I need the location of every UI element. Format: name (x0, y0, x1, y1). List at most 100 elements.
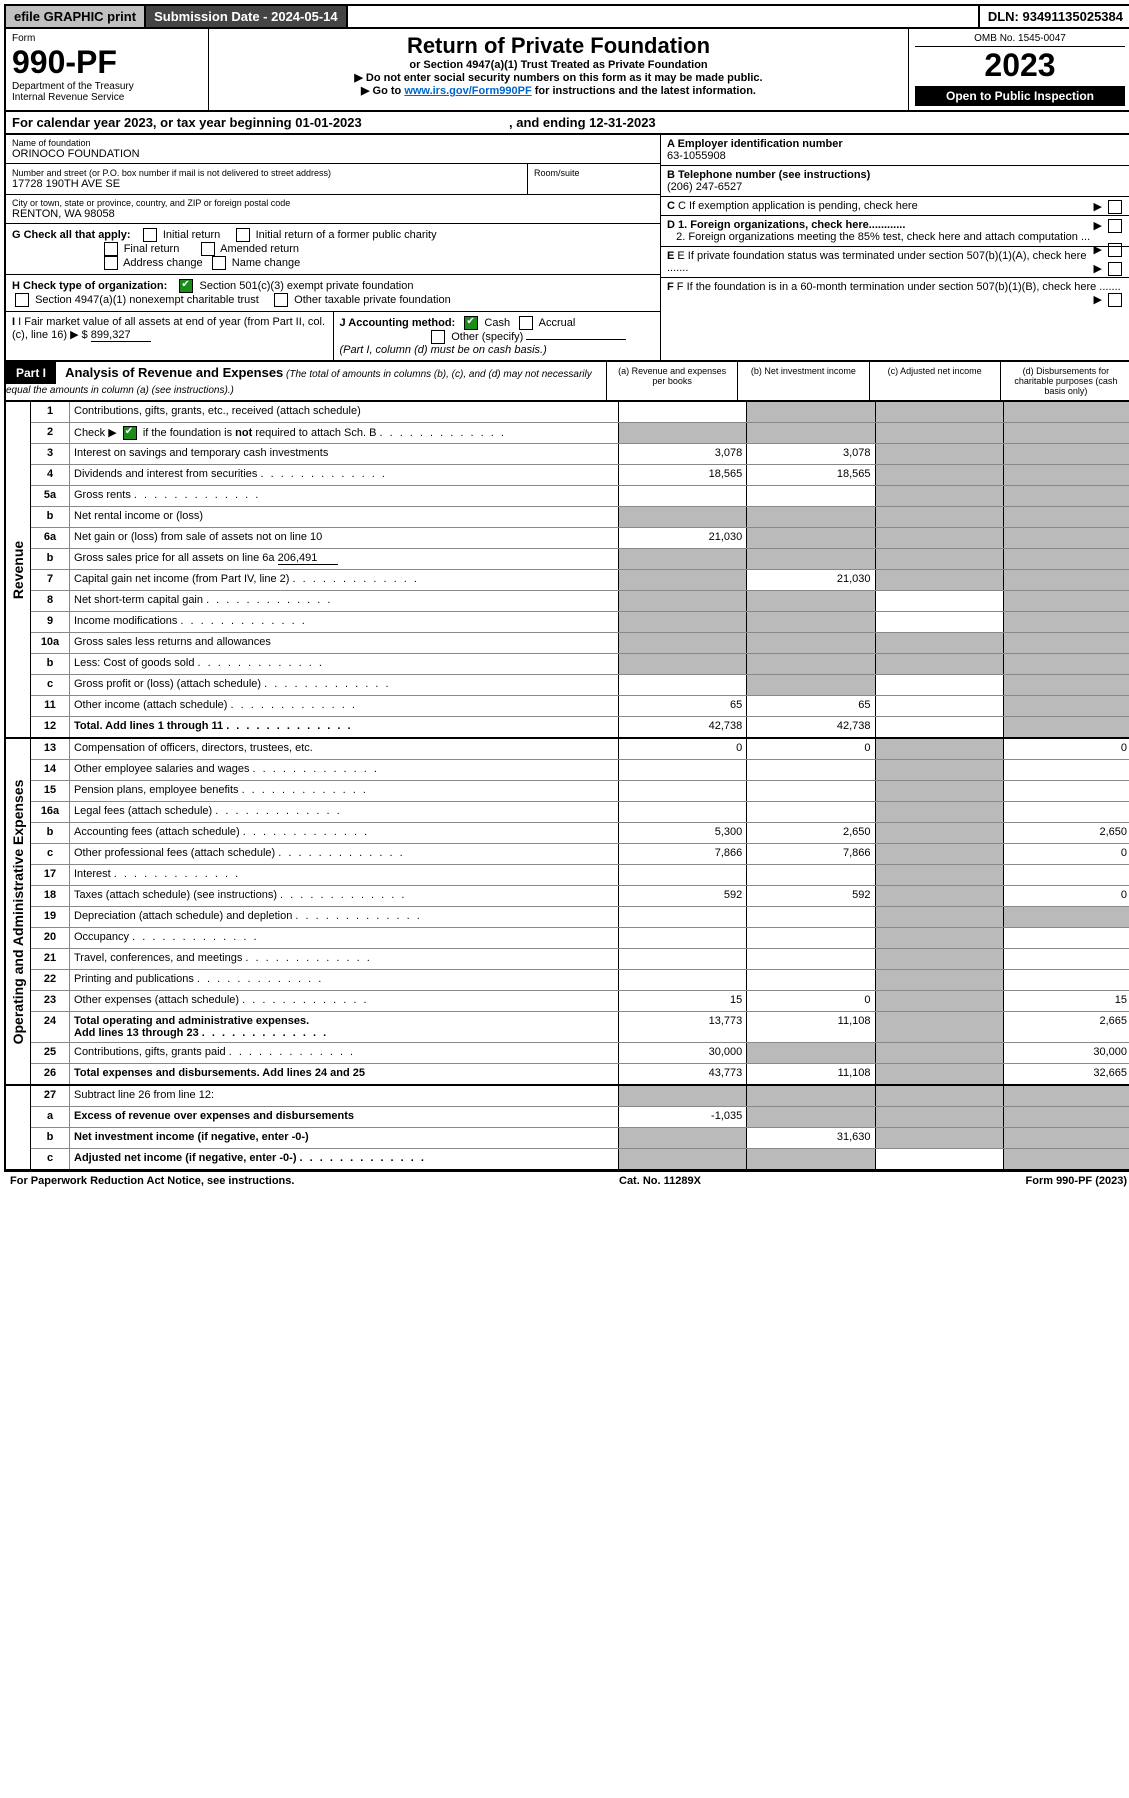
cash-checkbox[interactable] (464, 316, 478, 330)
address-change-checkbox[interactable] (104, 256, 118, 270)
j-accrual: Accrual (539, 317, 576, 329)
amount-col-d (1003, 612, 1129, 632)
amount-col-a (618, 1086, 746, 1106)
amount-col-b (746, 1149, 874, 1169)
amount-col-d: 2,665 (1003, 1012, 1129, 1042)
amount-col-b (746, 781, 874, 801)
dollar-sign: ▶ $ (70, 329, 88, 341)
line-desc: Taxes (attach schedule) (see instruction… (70, 886, 618, 906)
amount-col-a (618, 549, 746, 569)
j-other: Other (specify) (451, 331, 523, 343)
cal-mid: , and ending (509, 115, 589, 130)
line-desc: Pension plans, employee benefits (70, 781, 618, 801)
other-taxable-checkbox[interactable] (274, 293, 288, 307)
line-number: 3 (31, 444, 70, 464)
f-cell: F F If the foundation is in a 60-month t… (661, 278, 1129, 296)
part1-header: Part I Analysis of Revenue and Expenses … (4, 362, 1129, 402)
fmv-value: 899,327 (91, 329, 151, 342)
amount-col-c (875, 654, 1003, 674)
amount-col-b (746, 633, 874, 653)
line-number: 20 (31, 928, 70, 948)
amount-col-d (1003, 1149, 1129, 1169)
amount-col-c (875, 781, 1003, 801)
amount-col-d: 0 (1003, 739, 1129, 759)
line-desc: Gross rents (70, 486, 618, 506)
expenses-label: Operating and Administrative Expenses (10, 779, 26, 1044)
85pct-test-checkbox[interactable] (1108, 243, 1122, 257)
line-desc: Income modifications (70, 612, 618, 632)
j-label: J Accounting method: (340, 317, 456, 329)
room-label: Room/suite (534, 168, 654, 178)
line-number: c (31, 1149, 70, 1169)
amount-col-c (875, 760, 1003, 780)
dept-treasury: Department of the Treasury (12, 81, 202, 92)
dept-irs: Internal Revenue Service (12, 92, 202, 103)
revenue-table: Revenue 1Contributions, gifts, grants, e… (4, 402, 1129, 739)
efile-label[interactable]: efile GRAPHIC print (6, 6, 146, 27)
line-desc: Legal fees (attach schedule) (70, 802, 618, 822)
line-number: b (31, 823, 70, 843)
amount-col-b (746, 549, 874, 569)
footer-left: For Paperwork Reduction Act Notice, see … (10, 1175, 294, 1187)
amended-return-checkbox[interactable] (201, 242, 215, 256)
table-row: 2Check ▶ if the foundation is not requir… (31, 423, 1129, 444)
page-footer: For Paperwork Reduction Act Notice, see … (4, 1171, 1129, 1190)
table-row: 19Depreciation (attach schedule) and dep… (31, 907, 1129, 928)
tax-year: 2023 (915, 47, 1125, 84)
schb-checkbox[interactable] (123, 426, 137, 440)
table-row: 26Total expenses and disbursements. Add … (31, 1064, 1129, 1084)
col-d-header: (d) Disbursements for charitable purpose… (1000, 362, 1129, 400)
accrual-checkbox[interactable] (519, 316, 533, 330)
amount-col-c (875, 802, 1003, 822)
spacer (348, 6, 978, 27)
amount-col-a (618, 1149, 746, 1169)
amount-col-d: 0 (1003, 844, 1129, 864)
amount-col-a (618, 970, 746, 990)
calendar-year-row: For calendar year 2023, or tax year begi… (4, 112, 1129, 135)
d2-label: 2. Foreign organizations meeting the 85%… (676, 231, 1090, 243)
final-return-checkbox[interactable] (104, 242, 118, 256)
amount-col-b: 18,565 (746, 465, 874, 485)
status-terminated-checkbox[interactable] (1108, 262, 1122, 276)
other-method-checkbox[interactable] (431, 330, 445, 344)
omb-number: OMB No. 1545-0047 (915, 33, 1125, 47)
amount-col-d (1003, 528, 1129, 548)
amount-col-a (618, 570, 746, 590)
60month-checkbox[interactable] (1108, 293, 1122, 307)
j-note: (Part I, column (d) must be on cash basi… (340, 344, 547, 356)
foreign-org-checkbox[interactable] (1108, 219, 1122, 233)
amount-col-b (746, 949, 874, 969)
amount-col-c (875, 549, 1003, 569)
amount-col-a (618, 1128, 746, 1148)
form-word: Form (12, 33, 202, 44)
line-desc: Contributions, gifts, grants paid (70, 1043, 618, 1063)
header-right: OMB No. 1545-0047 2023 Open to Public In… (909, 29, 1129, 110)
line-number: 23 (31, 991, 70, 1011)
amount-col-d (1003, 1128, 1129, 1148)
4947-checkbox[interactable] (15, 293, 29, 307)
phone-value: (206) 247-6527 (667, 181, 742, 193)
line-number: 24 (31, 1012, 70, 1042)
b-label: B Telephone number (see instructions) (667, 169, 870, 181)
amount-col-c (875, 717, 1003, 737)
table-row: 8Net short-term capital gain (31, 591, 1129, 612)
line-desc: Net investment income (if negative, ente… (70, 1128, 618, 1148)
line-number: 26 (31, 1064, 70, 1084)
line-desc: Total operating and administrative expen… (70, 1012, 618, 1042)
amount-col-a: 21,030 (618, 528, 746, 548)
form990pf-link[interactable]: www.irs.gov/Form990PF (404, 85, 531, 97)
name-change-checkbox[interactable] (212, 256, 226, 270)
table-row: 4Dividends and interest from securities … (31, 465, 1129, 486)
j-cash: Cash (484, 317, 510, 329)
amount-col-c (875, 970, 1003, 990)
amount-col-b (746, 970, 874, 990)
line-number: 19 (31, 907, 70, 927)
line-desc: Printing and publications (70, 970, 618, 990)
line-number: 1 (31, 402, 70, 422)
initial-former-checkbox[interactable] (236, 228, 250, 242)
ein-cell: A Employer identification number 63-1055… (661, 135, 1129, 166)
amount-col-c (875, 1128, 1003, 1148)
exemption-pending-checkbox[interactable] (1108, 200, 1122, 214)
501c3-checkbox[interactable] (179, 279, 193, 293)
initial-return-checkbox[interactable] (143, 228, 157, 242)
